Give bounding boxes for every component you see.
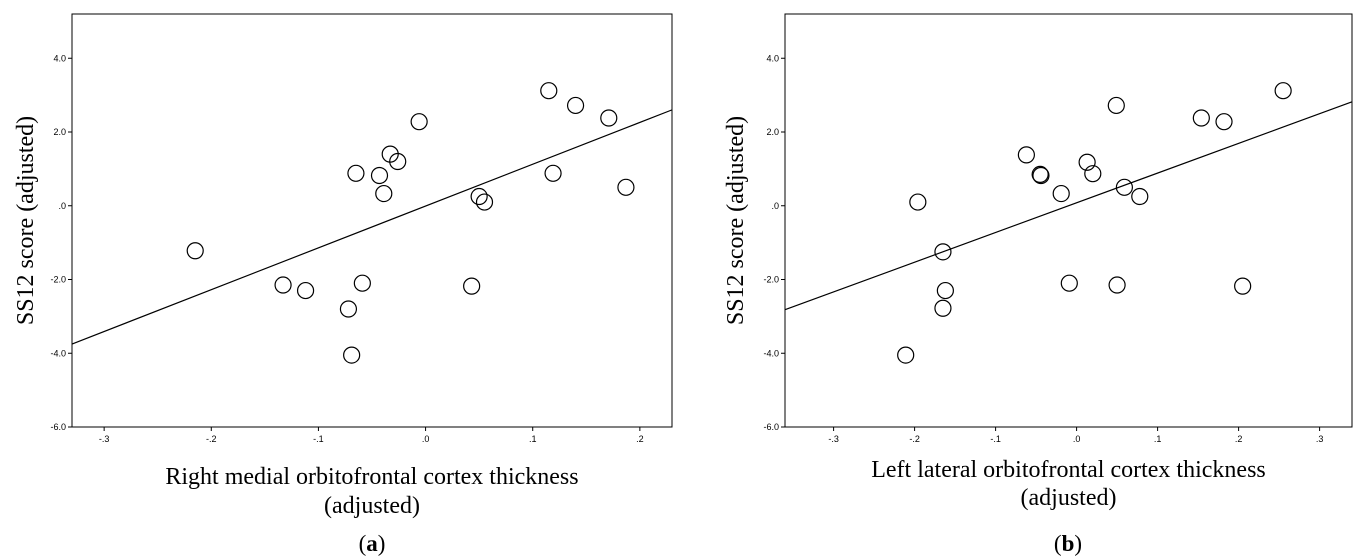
data-point	[934, 243, 952, 261]
data-point	[186, 242, 204, 260]
data-point	[1108, 276, 1126, 294]
data-point	[600, 109, 618, 127]
x-tick-label: -.1	[313, 434, 324, 444]
data-point	[1060, 274, 1078, 292]
data-point	[375, 184, 393, 203]
x-tick-label: -.2	[206, 434, 217, 444]
chart-panel-b: -6.0 -4.0 -2.0 .0 2.0 4.0 -.3 -.2 -.1 .0 .1 .2 .3 SS1…	[723, 13, 1353, 556]
data-point	[347, 164, 365, 182]
x-tick-label: -.3	[828, 434, 839, 444]
x-axis-label: Right medial orbitofrontal cortex thickn…	[165, 464, 578, 490]
plot-frame	[784, 13, 1353, 428]
data-point	[1234, 277, 1252, 295]
data-point	[389, 152, 407, 171]
x-tick-label: .2	[636, 434, 644, 444]
y-tick-label: .0	[58, 201, 66, 211]
data-point	[475, 193, 494, 211]
data-point	[274, 276, 292, 294]
y-tick-label: -2.0	[763, 275, 779, 285]
x-tick-label: -.1	[990, 434, 1001, 444]
caption-paren-open: (	[359, 531, 367, 556]
x-tick-label: .0	[422, 434, 430, 444]
data-point	[470, 187, 488, 206]
panel-caption: (b)	[1054, 531, 1082, 556]
plot-frame	[71, 13, 673, 428]
x-tick-label: -.3	[99, 434, 110, 444]
x-axis-label: Left lateral orbitofrontal cortex thickn…	[871, 457, 1266, 483]
caption-paren-close: )	[378, 531, 386, 556]
x-tick-label: .1	[529, 434, 537, 444]
data-point	[909, 193, 927, 211]
data-point	[410, 113, 428, 131]
data-point	[1052, 184, 1070, 203]
x-tick-label: .3	[1316, 434, 1324, 444]
x-tick-label: .2	[1235, 434, 1243, 444]
data-point	[566, 96, 585, 115]
panel-caption: (a)	[359, 531, 386, 556]
x-tick-label: .0	[1073, 434, 1081, 444]
data-point	[544, 164, 562, 182]
fit-line	[71, 109, 673, 345]
y-tick-label: -4.0	[763, 348, 779, 358]
data-point	[936, 281, 954, 300]
data-point	[1032, 166, 1050, 185]
data-point	[1017, 146, 1035, 164]
y-tick-label: 4.0	[766, 53, 779, 63]
data-point	[1274, 82, 1292, 100]
data-point	[1115, 178, 1133, 196]
data-point	[1078, 153, 1096, 171]
data-point	[339, 300, 358, 318]
data-point	[1131, 187, 1149, 206]
caption-paren-close: )	[1074, 531, 1082, 556]
x-tick-label: -.2	[909, 434, 920, 444]
y-tick-label: -6.0	[763, 422, 779, 432]
data-point	[1107, 96, 1125, 115]
y-axis-label: SS12 score (adjusted)	[13, 116, 39, 325]
y-tick-label: -2.0	[50, 275, 66, 285]
y-tick-label: 2.0	[53, 127, 66, 137]
x-tick-label: .1	[1154, 434, 1162, 444]
data-point	[934, 299, 952, 317]
data-point	[1215, 113, 1233, 131]
chart-panel-a: -6.0 -4.0 -2.0 .0 2.0 4.0 -.3 -.2 -.1 .0 .1 .2 SS12 …	[13, 13, 673, 556]
data-point	[1031, 165, 1049, 184]
y-tick-label: 2.0	[766, 127, 779, 137]
y-tick-label: .0	[771, 201, 779, 211]
y-tick-label: -6.0	[50, 422, 66, 432]
data-point	[1084, 165, 1102, 183]
data-point	[540, 82, 558, 100]
data-point	[370, 166, 389, 185]
fit-line	[784, 101, 1353, 311]
x-axis-label: (adjusted)	[324, 493, 420, 519]
caption-letter: a	[366, 531, 378, 556]
data-point	[897, 346, 915, 364]
data-point	[296, 281, 315, 300]
caption-paren-open: (	[1054, 531, 1062, 556]
data-point	[353, 274, 371, 292]
caption-letter: b	[1062, 531, 1075, 556]
data-point	[617, 178, 635, 196]
y-axis-label: SS12 score (adjusted)	[723, 116, 749, 325]
x-axis-label: (adjusted)	[1021, 485, 1117, 511]
data-point	[1192, 109, 1210, 127]
data-point	[463, 277, 481, 295]
data-point	[343, 346, 361, 364]
y-tick-label: 4.0	[53, 53, 66, 63]
y-tick-label: -4.0	[50, 348, 66, 358]
